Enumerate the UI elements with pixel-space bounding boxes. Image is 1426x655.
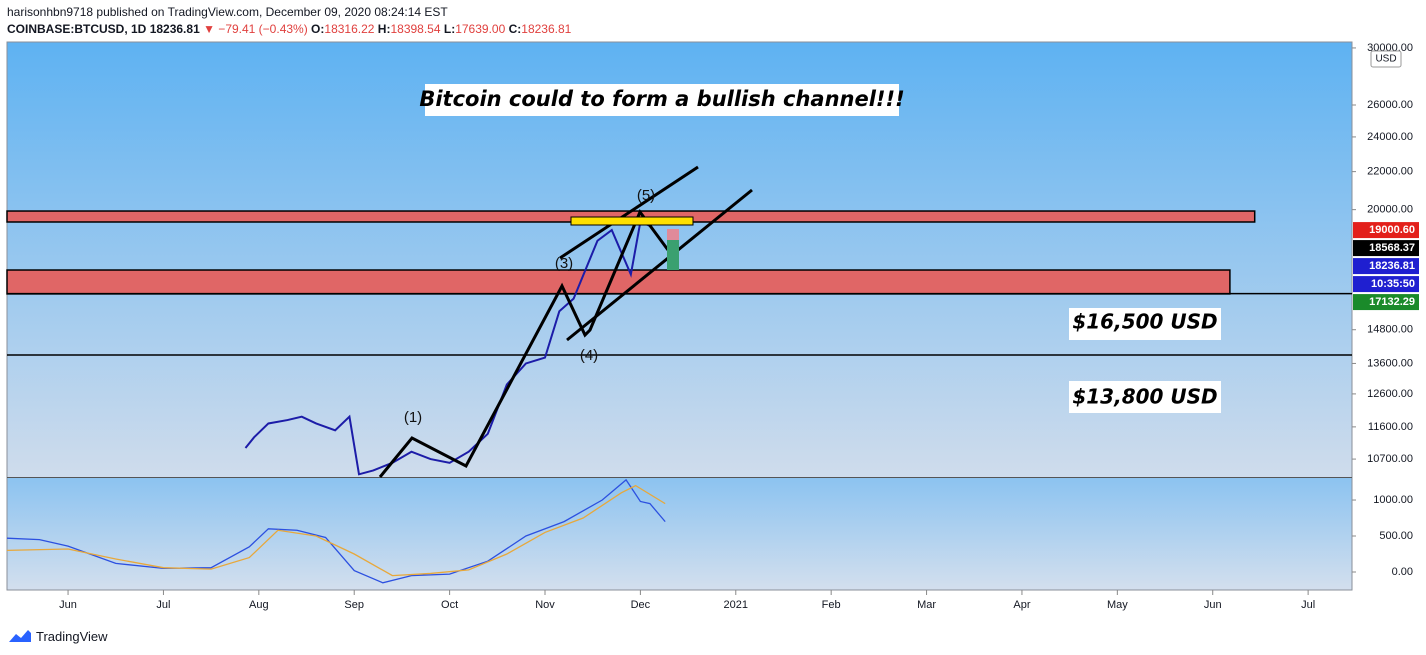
x-tick-label: Nov — [535, 599, 555, 611]
wave-label: (4) — [580, 347, 598, 364]
y-tick-label: 11600.00 — [1368, 421, 1413, 433]
x-tick-label: Jul — [1301, 599, 1315, 611]
chart-title: Bitcoin could to form a bullish channel!… — [419, 87, 904, 111]
close: 18236.81 — [521, 22, 572, 36]
price-label-box — [1353, 222, 1419, 239]
series-line — [244, 220, 666, 476]
l-label: L: — [443, 22, 456, 36]
price-label-box — [1353, 240, 1419, 257]
x-tick-label: Oct — [441, 599, 458, 611]
wave-label: (3) — [555, 255, 573, 272]
highlight — [570, 216, 694, 226]
annotation-box — [1069, 381, 1221, 413]
x-tick-label: Dec — [631, 599, 651, 611]
annotation: $13,800 USD — [1072, 385, 1217, 409]
countdown: 10:35:50 — [1371, 278, 1415, 290]
y-tick-label: 13600.00 — [1367, 357, 1413, 369]
x-tick-label: Jun — [1204, 599, 1222, 611]
annotation-box — [1069, 308, 1221, 340]
chart: Jun Jul Aug Sep Oct Nov Dec 2021 Feb Mar Apr May Jun… — [6, 41, 1419, 611]
x-tick-label: Feb — [822, 599, 841, 611]
header: harisonhbn9718 published on TradingView.… — [7, 4, 571, 38]
x-tick-label: Jul — [156, 599, 170, 611]
indicator-pane — [7, 478, 1352, 590]
ohlc: COINBASE:BTCUSD, 1D 18236.81 ▼ −79.41 (−… — [7, 21, 571, 38]
h-label: H: — [377, 22, 391, 36]
high: 18398.54 — [390, 22, 441, 36]
price-label: 19000.60 — [1369, 224, 1415, 236]
footer: TradingView — [8, 628, 108, 644]
zone — [6, 269, 1231, 295]
last: 18236.81 — [149, 22, 200, 36]
box-red — [667, 229, 679, 241]
o-label: O: — [311, 22, 325, 36]
c-label: C: — [508, 22, 522, 36]
price-label: 18236.81 — [1369, 260, 1415, 272]
y-tick-label: 20000.00 — [1367, 204, 1413, 216]
series-line — [6, 484, 666, 577]
countdown-box — [1353, 276, 1419, 293]
series-line — [6, 478, 666, 584]
x-tick-label: Aug — [249, 599, 269, 611]
wave-label: (5) — [637, 187, 655, 204]
x-tick-label: Sep — [344, 599, 364, 611]
y-tick-label: 10700.00 — [1367, 453, 1413, 465]
annotation: $16,500 USD — [1072, 310, 1217, 334]
y-tick-label: 26000.00 — [1367, 99, 1413, 111]
price-label: 17132.29 — [1369, 296, 1415, 308]
change: ▼ −79.41 (−0.43%) — [203, 22, 308, 36]
logo — [9, 630, 31, 642]
y-tick-label: 24000.00 — [1367, 131, 1413, 143]
x-tick-label: Apr — [1013, 599, 1030, 611]
currency: USD — [1375, 54, 1396, 65]
title-box — [425, 84, 899, 116]
brand: TradingView — [36, 628, 108, 644]
wave-label: (1) — [404, 409, 422, 426]
y-tick-label: 0.00 — [1392, 566, 1413, 578]
published: harisonhbn9718 published on TradingView.… — [7, 5, 448, 19]
y-tick-label: 14800.00 — [1367, 324, 1413, 336]
x-tick-label: May — [1107, 599, 1128, 611]
y-tick-label: 22000.00 — [1367, 166, 1413, 178]
pane-border — [6, 41, 1353, 591]
y-tick-label: 1000.00 — [1373, 494, 1413, 506]
x-tick-label: Mar — [917, 599, 936, 611]
price-label-box — [1353, 294, 1419, 311]
price-label: 18568.37 — [1369, 242, 1415, 254]
x-tick-label: 2021 — [724, 599, 748, 611]
symbol: COINBASE:BTCUSD, 1D — [7, 22, 147, 36]
y-tick-label: 500.00 — [1379, 530, 1413, 542]
x-tick-label: Jun — [59, 599, 77, 611]
open: 18316.22 — [324, 22, 375, 36]
currency-box — [1370, 50, 1402, 68]
low: 17639.00 — [455, 22, 506, 36]
box-green — [667, 240, 679, 270]
price-label-box — [1353, 258, 1419, 275]
y-tick-label: 12600.00 — [1367, 388, 1413, 400]
